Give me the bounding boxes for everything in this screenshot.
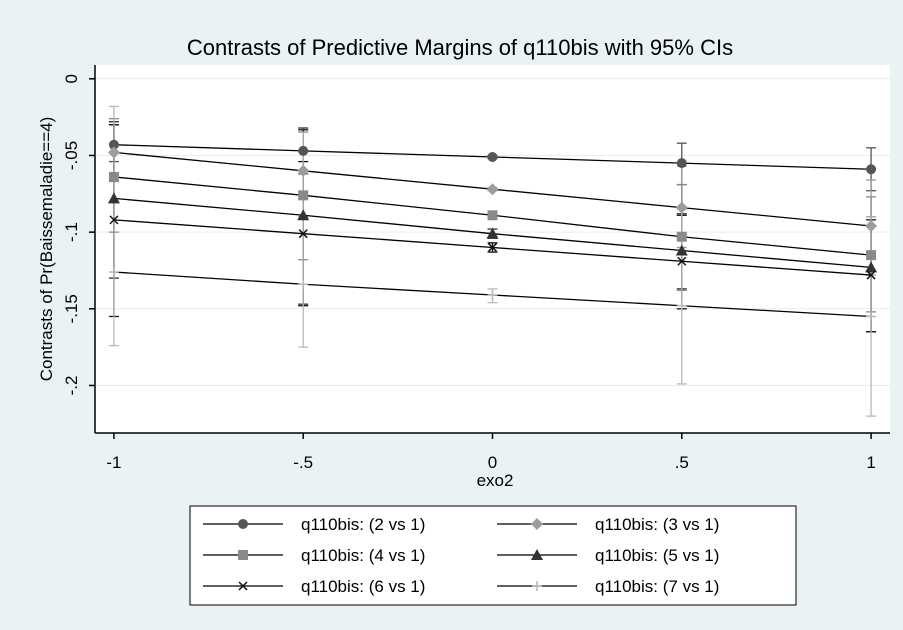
y-axis-label: Contrasts of Pr(Baissemaladie==4) xyxy=(37,117,56,382)
x-tick-label: -1 xyxy=(106,453,121,472)
y-tick-label: 0 xyxy=(62,74,81,83)
legend-item: q110bis: (7 vs 1) xyxy=(497,577,719,596)
legend-box xyxy=(189,505,797,606)
series-5-point xyxy=(297,209,310,221)
series-6-point xyxy=(298,229,308,239)
legend-label: q110bis: (4 vs 1) xyxy=(301,546,425,565)
x-tick-label: .5 xyxy=(675,453,689,472)
series-3-point xyxy=(297,164,310,177)
series-5-point xyxy=(675,244,688,256)
legend-label: q110bis: (3 vs 1) xyxy=(595,515,719,534)
legend-marker xyxy=(238,550,248,560)
legend-marker xyxy=(532,581,542,591)
series-6-point xyxy=(109,215,119,225)
legend-marker xyxy=(238,519,248,529)
series-5-point xyxy=(107,192,120,204)
series-7-point xyxy=(866,311,877,322)
legend-label: q110bis: (6 vs 1) xyxy=(301,577,425,596)
series-2-point xyxy=(487,152,498,162)
series-2-point xyxy=(298,145,309,156)
legend-item: q110bis: (2 vs 1) xyxy=(203,515,425,534)
series-3-point xyxy=(107,146,120,159)
legend-label: q110bis: (5 vs 1) xyxy=(595,546,719,565)
legend-item: q110bis: (5 vs 1) xyxy=(497,546,719,565)
legend-item: q110bis: (6 vs 1) xyxy=(203,577,425,596)
series-7-point xyxy=(676,300,687,311)
series-4-point xyxy=(108,171,119,182)
legend-item: q110bis: (4 vs 1) xyxy=(203,546,425,565)
x-tick-label: 0 xyxy=(488,453,497,472)
legend-marker xyxy=(531,518,543,530)
series-4-point xyxy=(487,210,498,221)
axes: 0 -.05 -.1 -.15 -.2 -1 -.5 0 .5 1 xyxy=(62,65,890,472)
y-tick-label: -.15 xyxy=(62,294,81,323)
series-4-point xyxy=(298,190,309,201)
series-6-point xyxy=(677,256,687,266)
series-7-point xyxy=(487,290,498,300)
series-7-point xyxy=(108,267,119,277)
legend-label: q110bis: (7 vs 1) xyxy=(595,577,719,596)
chart-title: Contrasts of Predictive Margins of q110b… xyxy=(187,35,733,60)
series-4-point xyxy=(676,231,687,242)
y-tick-label: -.2 xyxy=(62,376,81,396)
series-2-point xyxy=(676,158,687,169)
series-3-point xyxy=(675,201,688,214)
series-2-point xyxy=(108,139,119,150)
series-5-point xyxy=(865,261,878,273)
series-6-point xyxy=(866,270,876,280)
series-3-point xyxy=(865,220,878,232)
y-tick-label: -.05 xyxy=(62,141,81,170)
legend-marker xyxy=(531,549,543,560)
series-3-point xyxy=(486,183,499,196)
legend: q110bis: (2 vs 1) q110bis: (3 vs 1) q110bi… xyxy=(189,505,797,606)
series-5-point xyxy=(486,227,499,239)
legend-marker xyxy=(238,581,248,591)
series-2-point xyxy=(866,164,877,175)
series-7-point xyxy=(298,279,309,290)
series-markers xyxy=(107,139,878,322)
y-tick-label: -.1 xyxy=(62,222,81,242)
series-6-point xyxy=(487,242,498,252)
legend-item: q110bis: (3 vs 1) xyxy=(497,515,719,534)
series-4-point xyxy=(866,250,877,261)
x-tick-label: -.5 xyxy=(293,453,313,472)
x-axis-label: exo2 xyxy=(477,471,514,490)
legend-label: q110bis: (2 vs 1) xyxy=(301,515,425,534)
x-tick-label: 1 xyxy=(866,453,875,472)
